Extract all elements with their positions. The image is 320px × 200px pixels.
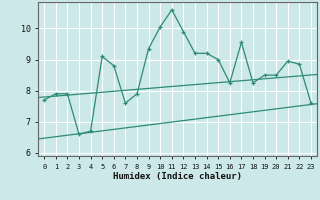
X-axis label: Humidex (Indice chaleur): Humidex (Indice chaleur) [113, 172, 242, 181]
